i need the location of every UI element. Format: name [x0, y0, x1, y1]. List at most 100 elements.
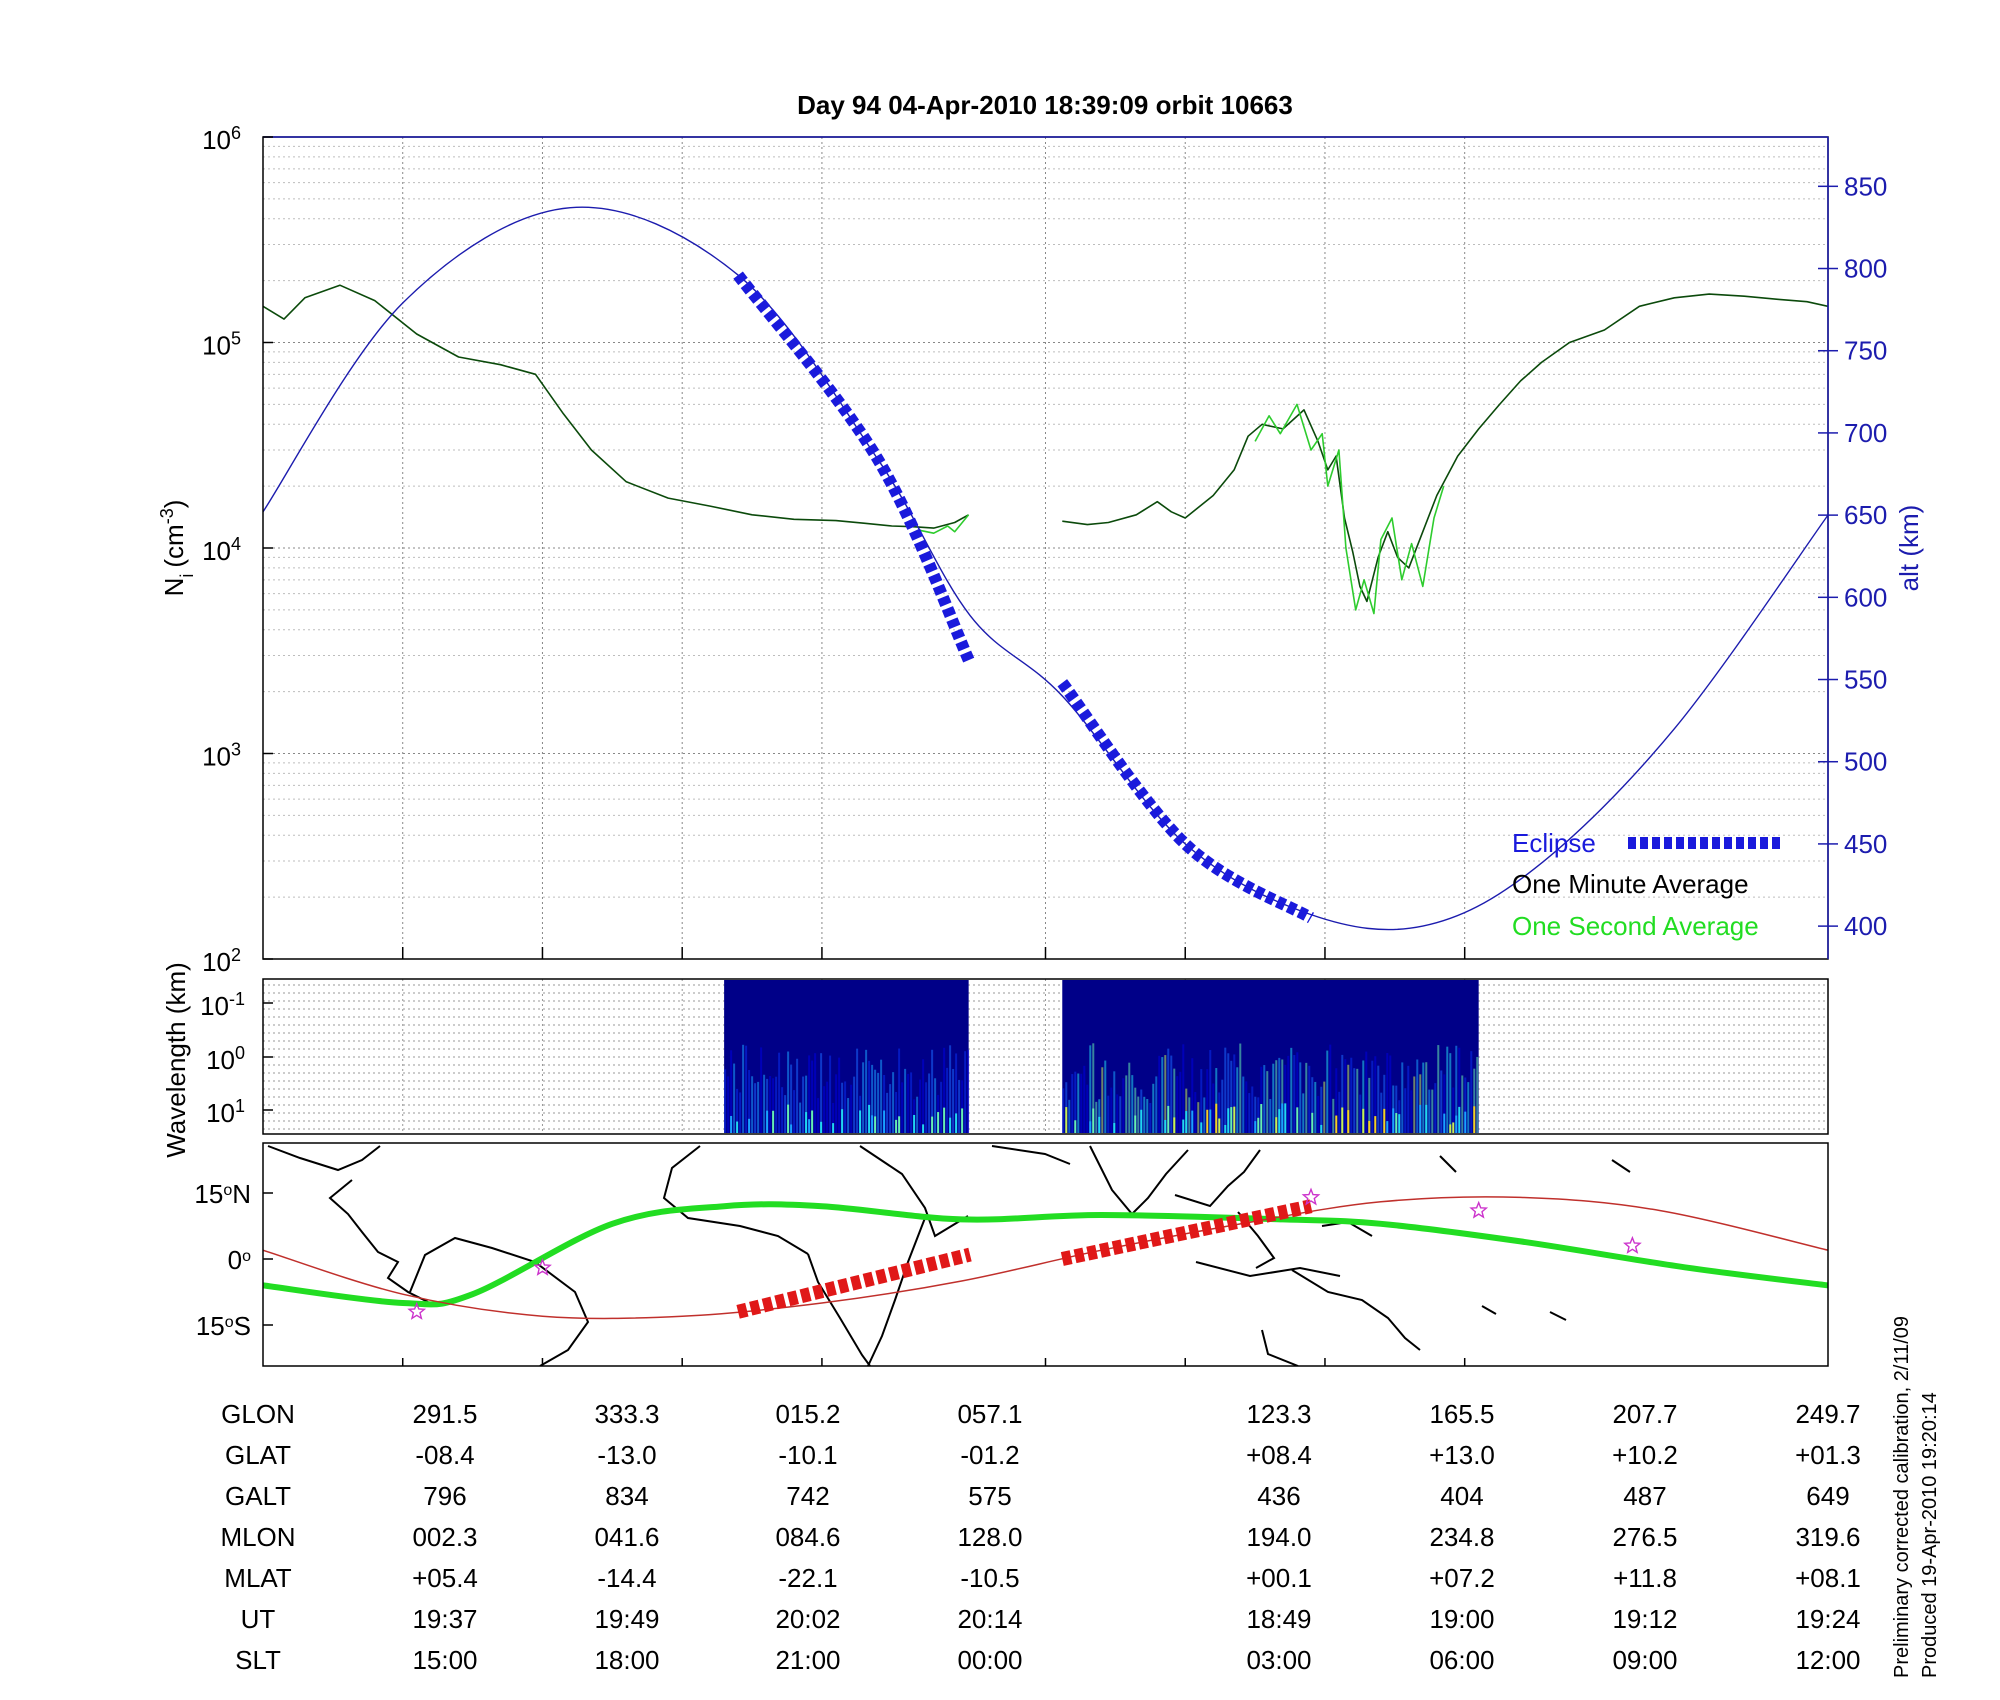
- table-cell: 128.0: [957, 1522, 1022, 1552]
- map-y-tick-label: 0o: [228, 1245, 251, 1275]
- spectrogram-stripe: [1224, 1047, 1227, 1133]
- table-cell: 333.3: [594, 1399, 659, 1429]
- spectrogram-band: [1362, 1108, 1365, 1133]
- map-eclipse: [1060, 1199, 1313, 1266]
- spectrogram-band: [841, 1109, 844, 1133]
- spectrogram-stripe: [871, 1064, 874, 1133]
- spectrogram-stripe: [1443, 1074, 1446, 1133]
- spectrogram-stripe: [1179, 1071, 1182, 1133]
- table-cell: 00:00: [957, 1645, 1022, 1675]
- spectrogram-stripe: [889, 1084, 892, 1133]
- spectrogram-stripe: [1239, 1043, 1242, 1133]
- spectrogram-stripe: [1167, 1048, 1170, 1133]
- spectrogram-band: [1065, 1107, 1068, 1133]
- table-cell: 18:49: [1246, 1604, 1311, 1634]
- spectrogram-stripe: [865, 1049, 868, 1133]
- calibration-note: Preliminary corrected calibration, 2/11/…: [1891, 1316, 1913, 1678]
- spectrogram-band: [1347, 1110, 1350, 1133]
- spectrogram-stripe: [1287, 1055, 1290, 1133]
- spectrogram-stripe: [775, 1076, 778, 1133]
- spectrogram-band: [1458, 1106, 1461, 1133]
- table-cell: 21:00: [775, 1645, 840, 1675]
- spectrogram-stripe: [832, 1102, 835, 1133]
- spectrogram-axis-ticks: 10-1 100 101: [200, 989, 273, 1128]
- spectrogram-stripe: [1284, 1064, 1287, 1133]
- spectrogram-band: [772, 1110, 775, 1133]
- spectrogram-stripe: [1290, 1047, 1293, 1133]
- spectrogram-band: [1074, 1120, 1077, 1133]
- spectrogram-band: [1284, 1103, 1287, 1133]
- spectrogram-band: [1224, 1124, 1227, 1133]
- spectrogram-stripe: [1437, 1045, 1440, 1133]
- spectrogram-stripe: [931, 1049, 934, 1133]
- spectrogram-stripe: [946, 1067, 949, 1133]
- spectrogram-stripe: [853, 1076, 856, 1133]
- spectrogram-stripe: [742, 1044, 745, 1133]
- spectrogram-band: [1395, 1113, 1398, 1133]
- spectrogram-stripe: [724, 1069, 727, 1133]
- spectrogram-band: [1296, 1107, 1299, 1133]
- spectrogram-band: [1164, 1119, 1167, 1133]
- spectrogram-band: [736, 1121, 739, 1133]
- spectrogram-band: [1206, 1109, 1209, 1133]
- spectrogram-stripe: [1332, 1098, 1335, 1133]
- spectrogram-stripe: [1155, 1076, 1158, 1133]
- spectrogram-stripe: [922, 1059, 925, 1133]
- table-cell: 123.3: [1246, 1399, 1311, 1429]
- table-cell: 165.5: [1429, 1399, 1494, 1429]
- spectrogram-stripe: [811, 1060, 814, 1133]
- spectrogram-stripe: [1305, 1062, 1308, 1133]
- table-cell: -01.2: [960, 1440, 1019, 1470]
- spectrogram-stripe: [1257, 1097, 1260, 1133]
- spectrogram-band: [1425, 1104, 1428, 1133]
- spectrogram-stripe: [769, 1075, 772, 1133]
- spectrogram-stripe: [1203, 1097, 1206, 1133]
- spectrogram-stripe: [763, 1074, 766, 1133]
- table-cell: -10.5: [960, 1563, 1019, 1593]
- map-star-marker: [407, 1301, 427, 1320]
- spectrogram-band: [1443, 1113, 1446, 1133]
- spectrogram-stripe: [1416, 1059, 1419, 1133]
- spectrogram-stripe: [1371, 1060, 1374, 1133]
- spectrogram-stripe: [730, 1050, 733, 1133]
- spectrogram-stripe: [1353, 1068, 1356, 1133]
- spectrogram-band: [790, 1124, 793, 1133]
- table-row-label: MLAT: [224, 1563, 292, 1593]
- spectrogram-stripe: [1266, 1071, 1269, 1133]
- alt-tick-label: 400: [1844, 911, 1887, 941]
- spectrogram-band: [730, 1115, 733, 1133]
- spectrogram-stripe: [841, 1082, 844, 1133]
- spectrogram-stripe: [1125, 1075, 1128, 1133]
- legend: Eclipse One Minute Average One Second Av…: [1512, 828, 1780, 941]
- table-cell: -14.4: [597, 1563, 656, 1593]
- spectrogram-stripe: [880, 1059, 883, 1133]
- spectrogram-stripe: [1245, 1081, 1248, 1133]
- spectrogram-band: [1191, 1110, 1194, 1133]
- spectrogram-band: [1449, 1124, 1452, 1133]
- spectrogram-stripe: [1365, 1051, 1368, 1133]
- spectrogram-band: [1185, 1111, 1188, 1133]
- series-one-second-average: [1254, 403, 1445, 615]
- table-cell: 19:37: [412, 1604, 477, 1634]
- table-cell: -22.1: [778, 1563, 837, 1593]
- ephemeris-table: GLON GLAT GALT MLON MLAT UT SLT 291.5 -08.4 796 00…: [220, 1399, 1860, 1675]
- map-panel: 15oN 0o 15oS: [194, 1142, 1829, 1367]
- spectrogram-stripe: [955, 1053, 958, 1133]
- spectrogram-stripe: [862, 1062, 865, 1133]
- spectrogram-stripe: [1317, 1095, 1320, 1133]
- spectrogram-stripe: [1395, 1085, 1398, 1133]
- spectrogram-band: [949, 1117, 952, 1133]
- spectrogram-stripe: [1095, 1101, 1098, 1133]
- spectrogram-stripe: [928, 1073, 931, 1133]
- spectrogram-stripe: [1110, 1087, 1113, 1133]
- table-cell: 742: [786, 1481, 829, 1511]
- spectrogram-stripe: [733, 1063, 736, 1133]
- spectrogram-stripe: [1335, 1068, 1338, 1133]
- table-cell: 234.8: [1429, 1522, 1494, 1552]
- spectrogram-band: [1113, 1123, 1116, 1133]
- table-cell: 796: [423, 1481, 466, 1511]
- density-panel: 102 103 104 105 106 400 450 500 550 600 650 700 750…: [157, 123, 1924, 977]
- table-cell: +05.4: [412, 1563, 478, 1593]
- spectrogram-band: [913, 1114, 916, 1133]
